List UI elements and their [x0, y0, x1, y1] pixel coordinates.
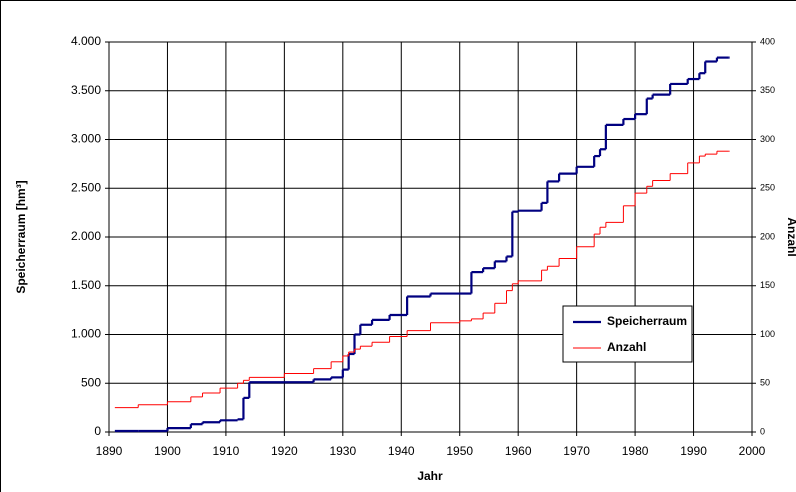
- y2-axis-label: Anzahl: [785, 217, 796, 256]
- y2-tick-label: 300: [760, 134, 775, 144]
- y-tick-label: 2.500: [71, 180, 101, 194]
- x-tick-label: 1950: [446, 444, 473, 458]
- x-tick-label: 1940: [388, 444, 415, 458]
- x-tick-label: 1990: [680, 444, 707, 458]
- y2-tick-label: 50: [760, 378, 770, 388]
- x-axis-label: Jahr: [417, 469, 443, 483]
- plot-border: [108, 41, 753, 433]
- x-tick-label: 1910: [213, 444, 240, 458]
- y-tick-label: 4.000: [71, 34, 101, 48]
- y-tick-label: 3.500: [71, 83, 101, 97]
- y2-tick-label: 0: [760, 426, 765, 436]
- y-tick-label: 3.000: [71, 132, 101, 146]
- y-axis-label: Speicherraum [hm³]: [14, 180, 28, 293]
- legend-label: Anzahl: [607, 340, 646, 354]
- y-tick-label: 1.500: [71, 278, 101, 292]
- y2-tick-label: 100: [760, 329, 775, 339]
- x-tick-label: 1970: [563, 444, 590, 458]
- x-tick-label: 2000: [739, 444, 766, 458]
- x-tick-label: 1900: [154, 444, 181, 458]
- x-tick-label: 1930: [329, 444, 356, 458]
- legend-label: Speicherraum: [607, 314, 687, 328]
- y-tick-label: 1.000: [71, 327, 101, 341]
- y2-tick-label: 150: [760, 280, 775, 290]
- y2-tick-label: 250: [760, 183, 775, 193]
- y-tick-label: 0: [94, 424, 101, 438]
- x-tick-label: 1890: [96, 444, 123, 458]
- legend-box: [562, 305, 693, 363]
- y2-tick-label: 400: [760, 36, 775, 46]
- y2-tick-label: 200: [760, 231, 775, 241]
- y-tick-label: 2.000: [71, 229, 101, 243]
- y-tick-label: 500: [81, 375, 101, 389]
- y2-tick-label: 350: [760, 85, 775, 95]
- x-tick-label: 1960: [505, 444, 532, 458]
- x-tick-label: 1980: [622, 444, 649, 458]
- x-tick-label: 1920: [271, 444, 298, 458]
